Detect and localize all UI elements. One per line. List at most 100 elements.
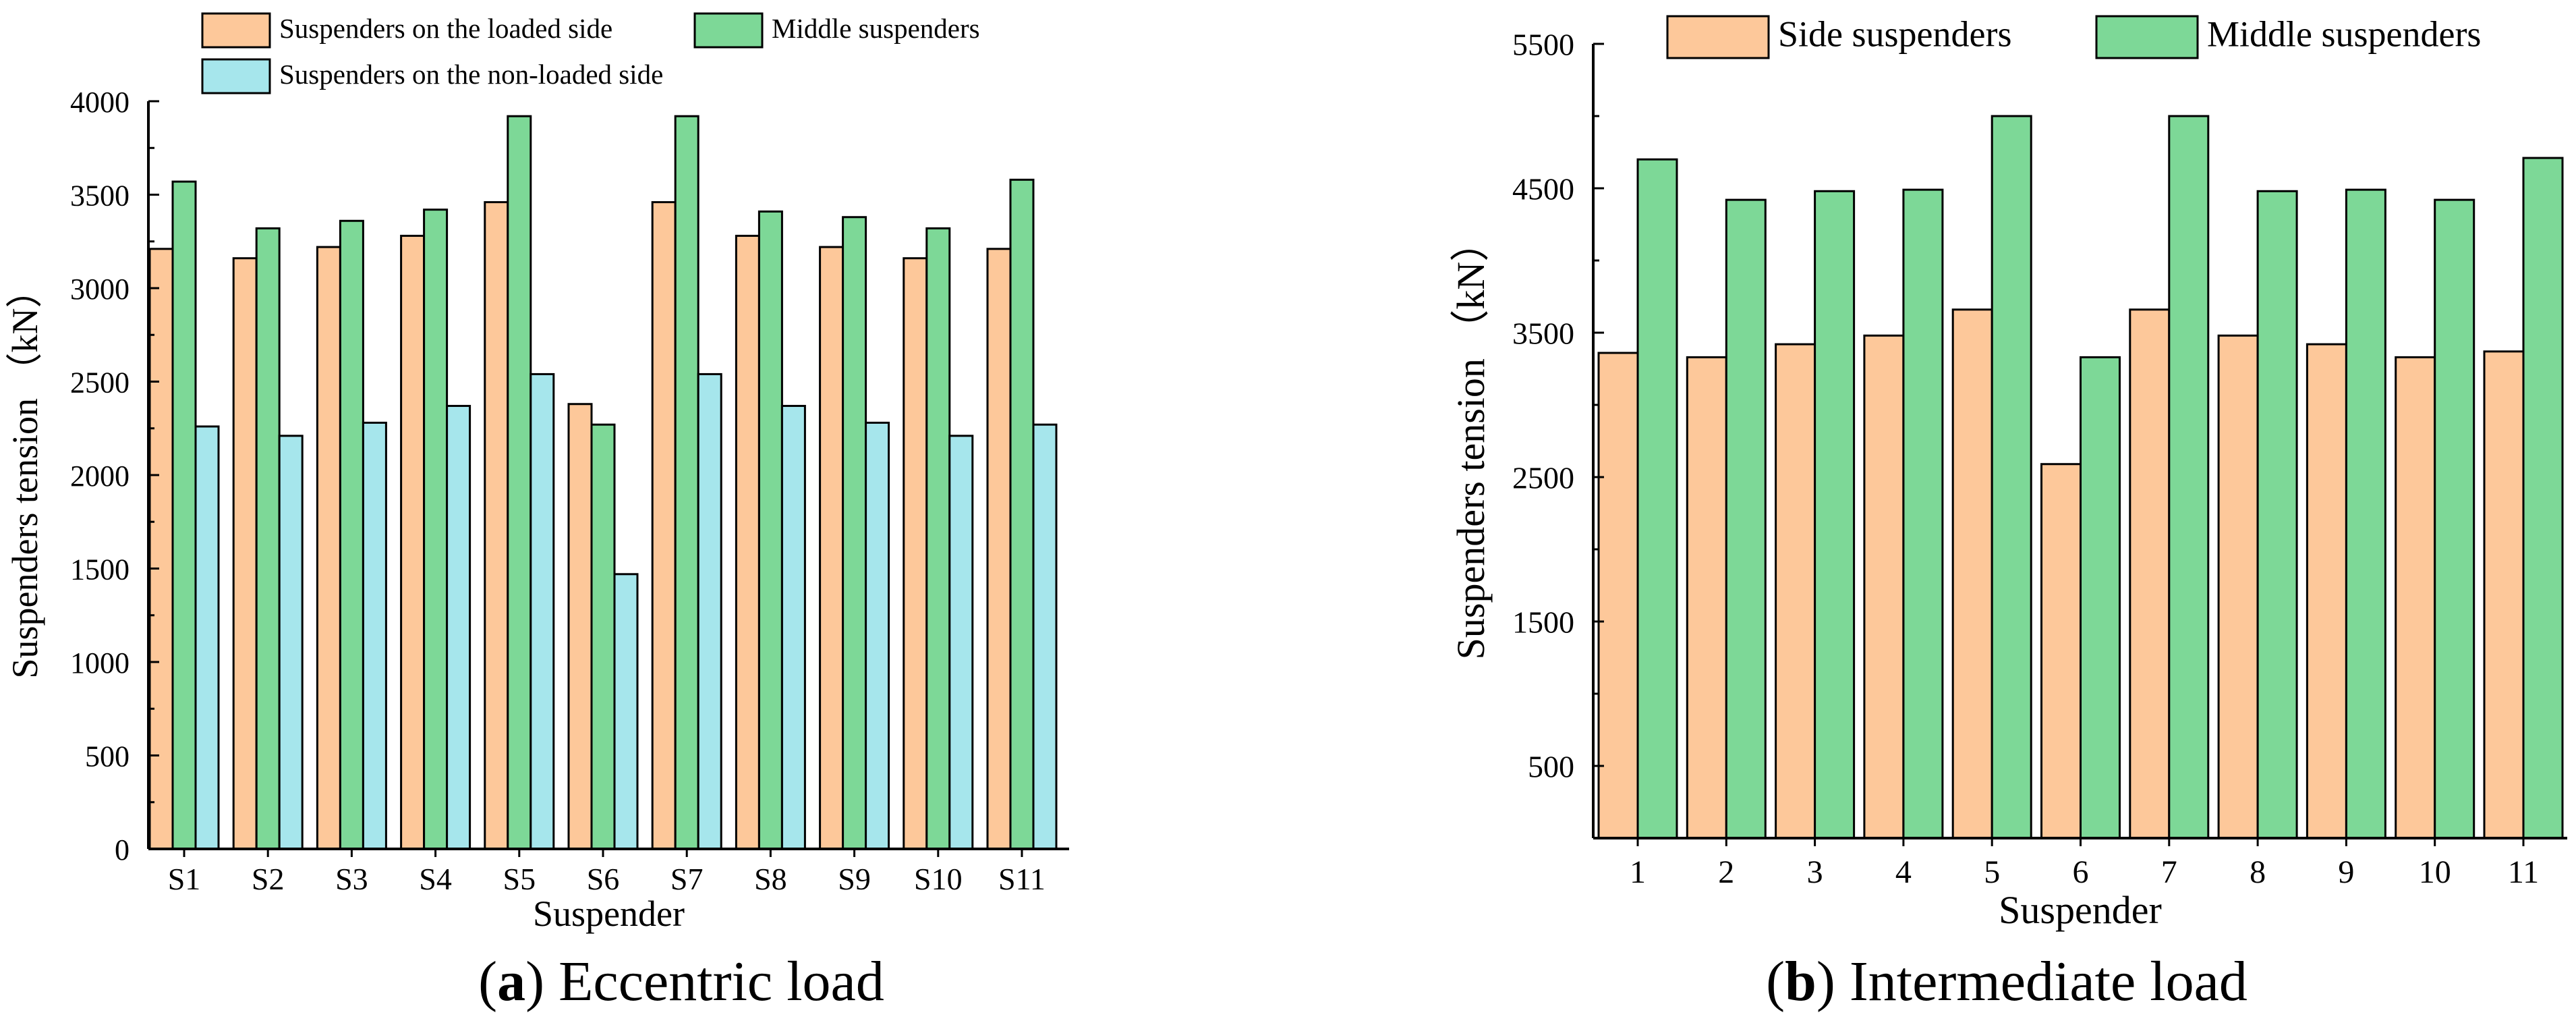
y-tick-label-a-4000: 4000: [70, 86, 130, 119]
y-tick-label-a-3500: 3500: [70, 179, 130, 212]
bar-a-loaded-S9: [819, 246, 845, 850]
bar-b-side-3: [1775, 343, 1816, 839]
x-axis-title-a: Suspender: [533, 893, 685, 934]
bar-a-loaded-S5: [484, 201, 509, 850]
bar-a-middle-S3: [339, 219, 364, 850]
bar-b-side-2: [1686, 356, 1727, 839]
x-tick-label-b-7: 7: [2161, 854, 2177, 890]
x-tick-label-a-S2: S2: [252, 862, 285, 896]
caption-a-open: (: [478, 950, 497, 1013]
bar-b-middle-1: [1636, 158, 1678, 839]
bar-a-nonloaded-S8: [780, 405, 806, 850]
y-tick-label-a-1000: 1000: [70, 646, 130, 680]
bar-b-middle-7: [2168, 115, 2210, 839]
bar-b-side-9: [2306, 343, 2347, 839]
bar-b-side-1: [1597, 352, 1639, 839]
x-tick-label-b-10: 10: [2419, 854, 2451, 890]
y-tick-label-b-4500: 4500: [1512, 172, 1574, 206]
bar-b-side-10: [2395, 356, 2436, 839]
legend-label-b-side: Side suspenders: [1778, 14, 2011, 55]
bar-b-middle-6: [2080, 356, 2121, 839]
x-tick-label-a-S6: S6: [587, 862, 620, 896]
caption-a: (a) Eccentric load: [478, 950, 884, 1013]
x-tick-label-b-8: 8: [2250, 854, 2266, 890]
x-tick-label-a-S9: S9: [838, 862, 871, 896]
bar-a-nonloaded-S2: [278, 435, 304, 850]
bar-b-side-5: [1951, 308, 1993, 839]
bar-a-nonloaded-S1: [194, 425, 220, 850]
caption-b-close: ): [1816, 950, 1835, 1013]
y-tick-label-a-2500: 2500: [70, 366, 130, 399]
x-tick-label-a-S1: S1: [168, 862, 201, 896]
bar-a-loaded-S10: [903, 257, 928, 850]
bar-b-middle-3: [1814, 190, 1856, 839]
y-axis-title-b: Suspenders tension （kN）: [1449, 223, 1493, 660]
x-tick-label-a-S10: S10: [914, 862, 963, 896]
chart-panel-a: 0 500 1000 1500 2000 2500 3000 3500 4000 S1 S2 S3 S4…: [5, 12, 1069, 934]
x-tick-label-b-4: 4: [1895, 854, 1912, 890]
legend-label-a-middle: Middle suspenders: [772, 13, 980, 44]
bar-a-middle-S6: [590, 423, 616, 850]
bar-b-middle-9: [2345, 188, 2386, 839]
caption-a-text: Eccentric load: [544, 950, 884, 1013]
bar-a-middle-S1: [171, 180, 197, 850]
bar-a-loaded-S2: [232, 257, 258, 850]
bar-a-loaded-S7: [651, 201, 677, 850]
bar-a-nonloaded-S9: [865, 421, 890, 850]
y-tick-label-b-500: 500: [1528, 750, 1574, 784]
bar-b-middle-2: [1725, 198, 1767, 839]
x-tick-label-b-6: 6: [2073, 854, 2089, 890]
bar-b-middle-11: [2522, 157, 2564, 839]
y-tick-label-a-500: 500: [85, 740, 130, 773]
legend-swatch-a-loaded: [201, 12, 271, 49]
bar-b-side-8: [2217, 334, 2259, 839]
y-tick-label-b-3500: 3500: [1512, 316, 1574, 351]
legend-label-a-nonloaded: Suspenders on the non-loaded side: [279, 59, 663, 90]
legend-label-b-middle: Middle suspenders: [2207, 14, 2481, 55]
x-tick-label-b-3: 3: [1807, 854, 1823, 890]
bar-a-nonloaded-S11: [1032, 423, 1058, 850]
x-tick-label-b-5: 5: [1984, 854, 2000, 890]
bar-a-loaded-S3: [316, 246, 341, 850]
bar-a-loaded-S11: [986, 248, 1012, 850]
bar-a-middle-S9: [842, 216, 867, 850]
x-tick-label-a-S8: S8: [754, 862, 787, 896]
bar-a-nonloaded-S4: [446, 405, 471, 850]
bar-b-middle-5: [1991, 115, 2032, 839]
legend-swatch-b-side: [1666, 15, 1770, 59]
y-tick-label-a-2000: 2000: [70, 460, 130, 493]
bar-b-middle-8: [2256, 190, 2298, 839]
legend-label-a-loaded: Suspenders on the loaded side: [279, 13, 612, 44]
caption-a-close: ): [525, 950, 544, 1013]
x-tick-label-a-S7: S7: [670, 862, 704, 896]
x-tick-label-a-S11: S11: [998, 862, 1046, 896]
bar-a-middle-S2: [255, 227, 281, 850]
x-tick-label-b-1: 1: [1630, 854, 1646, 890]
caption-b: (b) Intermediate load: [1766, 950, 2248, 1013]
legend-swatch-b-middle: [2095, 15, 2199, 59]
bar-a-middle-S8: [757, 210, 783, 850]
y-tick-label-a-0: 0: [115, 833, 130, 866]
bar-b-middle-10: [2434, 198, 2475, 839]
caption-b-letter: b: [1785, 950, 1816, 1013]
bar-a-nonloaded-S3: [362, 421, 387, 850]
bar-a-loaded-S8: [735, 234, 760, 850]
bar-a-nonloaded-S10: [948, 435, 974, 850]
bar-a-loaded-S1: [148, 248, 174, 850]
caption-b-open: (: [1766, 950, 1785, 1013]
x-tick-label-a-S4: S4: [419, 862, 452, 896]
y-axis-title-a: Suspenders tension （kN）: [5, 272, 45, 679]
chart-panel-b: 500 1500 2500 3500 4500 5500 1 2 3 4 5 6 7 8 9 10 11 Susp…: [1449, 14, 2567, 932]
bar-a-loaded-S6: [567, 403, 593, 850]
bar-a-nonloaded-S7: [697, 372, 722, 850]
y-tick-label-b-2500: 2500: [1512, 461, 1574, 495]
y-tick-label-a-1500: 1500: [70, 553, 130, 586]
bar-b-middle-4: [1902, 188, 1944, 839]
bar-a-middle-S5: [507, 115, 532, 850]
bar-a-middle-S7: [674, 115, 699, 850]
bar-b-side-11: [2483, 350, 2525, 839]
bar-a-middle-S4: [423, 209, 449, 850]
legend-swatch-a-middle: [693, 12, 764, 49]
y-tick-label-b-1500: 1500: [1512, 605, 1574, 640]
